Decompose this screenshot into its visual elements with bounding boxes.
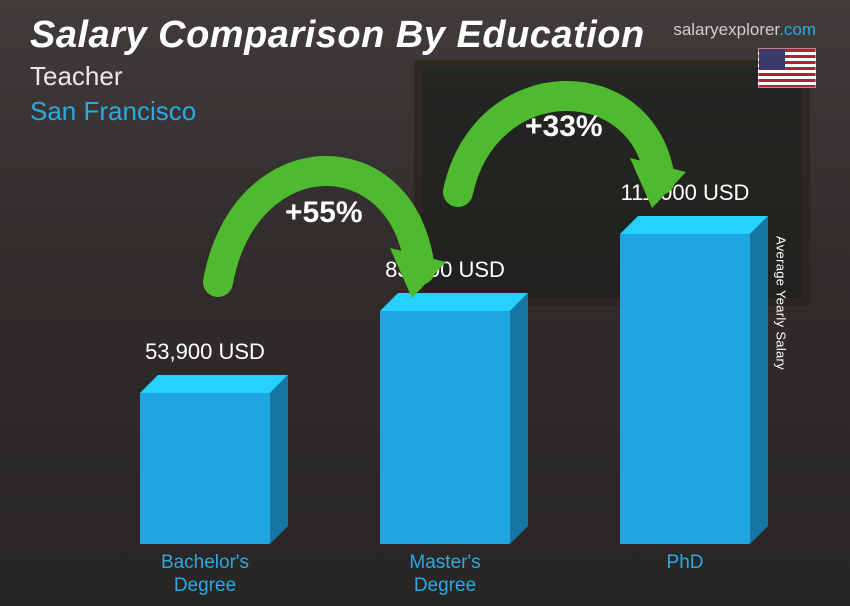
flag-us-icon [758,48,816,88]
bar-front [620,234,750,544]
bar-category-label: PhD [585,552,785,575]
brand-name: salaryexplorer [673,20,779,39]
y-axis-label: Average Yearly Salary [774,236,789,370]
bar-side [750,216,768,544]
bar-side [270,375,288,544]
bar-3d [620,234,750,544]
bar-group: 111,000 USDPhD [610,234,760,544]
bar-group: 53,900 USDBachelor'sDegree [130,393,280,544]
bar-value-label: 53,900 USD [95,339,315,365]
bar-front [380,311,510,544]
brand-tld: .com [779,20,816,39]
bar-3d [140,393,270,544]
bar-category-label: Bachelor'sDegree [105,552,305,598]
bar-side [510,293,528,544]
bar-top [620,216,768,234]
bar-top [140,375,288,393]
chart-subtitle-role: Teacher [30,61,820,92]
brand-label: salaryexplorer.com [673,20,816,40]
bar-category-label: Master'sDegree [345,552,545,598]
increase-pct-label: +55% [285,196,363,230]
bar-3d [380,311,510,544]
bar-group: 83,300 USDMaster'sDegree [370,311,520,544]
bar-front [140,393,270,544]
increase-pct-label: +33% [525,110,603,144]
chart-subtitle-location: San Francisco [30,96,820,127]
